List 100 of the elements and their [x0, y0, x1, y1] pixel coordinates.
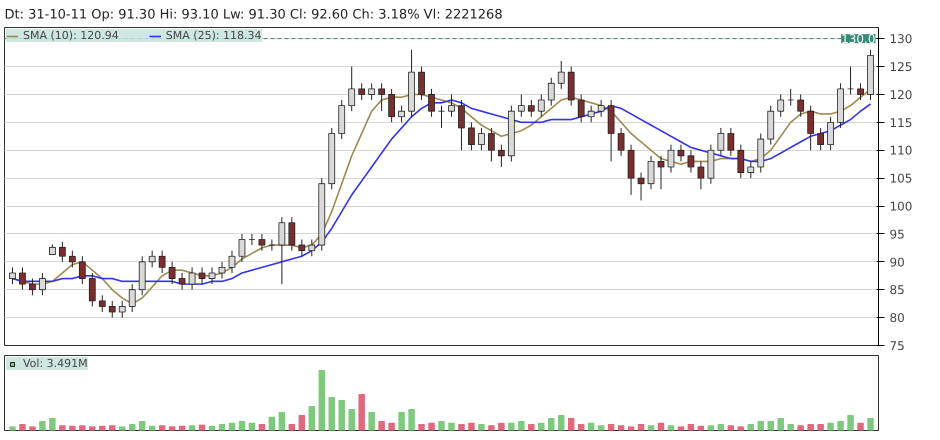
bar	[308, 406, 316, 430]
bar	[418, 424, 425, 430]
bar	[128, 424, 136, 430]
bar	[288, 424, 296, 430]
candlestick	[598, 100, 605, 118]
bar	[538, 422, 545, 430]
bar	[458, 424, 465, 430]
bar	[688, 424, 694, 430]
bar	[588, 422, 594, 430]
candlestick	[78, 256, 86, 285]
bar	[368, 412, 375, 430]
bar	[428, 422, 435, 430]
candlestick	[68, 250, 76, 268]
bar	[728, 425, 734, 430]
candlestick	[688, 150, 694, 174]
bar	[278, 412, 286, 430]
bar	[618, 425, 624, 430]
bar	[118, 426, 126, 430]
bar	[668, 425, 674, 430]
candlestick	[348, 66, 356, 112]
bar	[468, 422, 475, 430]
bar	[39, 421, 46, 430]
candlestick	[98, 294, 106, 313]
candlestick	[9, 266, 16, 285]
bar	[148, 426, 156, 430]
y-tick-label: 85	[890, 283, 905, 298]
bar	[528, 424, 535, 430]
candlestick	[428, 88, 435, 118]
bar	[138, 421, 146, 430]
candlestick	[148, 250, 156, 268]
candlestick	[787, 88, 794, 106]
candlestick	[578, 94, 585, 123]
bar	[238, 421, 246, 430]
candlestick	[678, 144, 684, 162]
bar	[598, 425, 604, 430]
candlestick	[438, 105, 445, 128]
bar	[827, 422, 834, 430]
candlestick	[807, 105, 814, 151]
y-tick-label: 130	[890, 32, 912, 46]
y-tick-label: 120	[890, 88, 912, 102]
y-tick-label: 110	[890, 144, 912, 158]
bar	[228, 422, 236, 430]
bar	[79, 425, 86, 430]
candlestick	[518, 94, 525, 118]
bar	[328, 397, 335, 430]
bar	[508, 422, 515, 430]
bar	[867, 418, 874, 430]
legend-label: SMA (10): 120.94	[23, 29, 119, 42]
candlestick	[188, 266, 196, 290]
bar	[628, 426, 634, 430]
candlestick	[747, 160, 754, 179]
y-tick-label: 115	[890, 116, 912, 130]
candlestick	[368, 82, 376, 101]
candlestick	[797, 94, 804, 118]
y-tick-label: 100	[890, 200, 912, 214]
candlestick	[488, 127, 495, 162]
y-tick-label: 75	[890, 339, 905, 353]
bar	[59, 425, 66, 430]
candlestick	[538, 94, 545, 118]
bar	[448, 422, 455, 430]
candlestick	[548, 77, 555, 106]
candlestick	[29, 278, 36, 296]
candlestick	[88, 272, 96, 307]
bar	[718, 424, 724, 430]
bar	[208, 426, 216, 430]
bar	[698, 426, 704, 430]
candlestick	[218, 261, 226, 280]
candlestick	[128, 284, 136, 313]
candlestick	[308, 239, 316, 257]
bar	[847, 415, 854, 430]
bar	[188, 425, 196, 430]
bar	[857, 422, 864, 430]
bar	[488, 425, 495, 430]
candlestick	[618, 127, 624, 156]
candlestick	[168, 261, 176, 285]
candlestick	[178, 272, 186, 290]
candlestick	[727, 127, 734, 156]
bar	[99, 426, 106, 430]
bar	[478, 424, 485, 430]
candlestick	[48, 244, 56, 256]
candlestick	[228, 250, 236, 274]
bar	[578, 424, 584, 430]
bar	[178, 426, 186, 430]
y-tick-label: 95	[890, 227, 905, 242]
bar	[638, 424, 644, 430]
candlestick	[388, 88, 396, 123]
ref-line-label: 130.0	[841, 32, 876, 46]
candlestick	[698, 160, 704, 190]
candlestick	[398, 105, 405, 123]
bar	[608, 424, 614, 430]
bar	[777, 418, 784, 430]
y-tick-label: 125	[890, 60, 912, 74]
candlestick	[558, 60, 565, 90]
bar	[398, 412, 405, 430]
candlestick	[58, 241, 66, 262]
bar	[817, 424, 824, 430]
candlestick	[448, 94, 455, 118]
bar	[708, 425, 714, 430]
candlestick	[268, 239, 276, 252]
bar	[797, 425, 804, 430]
